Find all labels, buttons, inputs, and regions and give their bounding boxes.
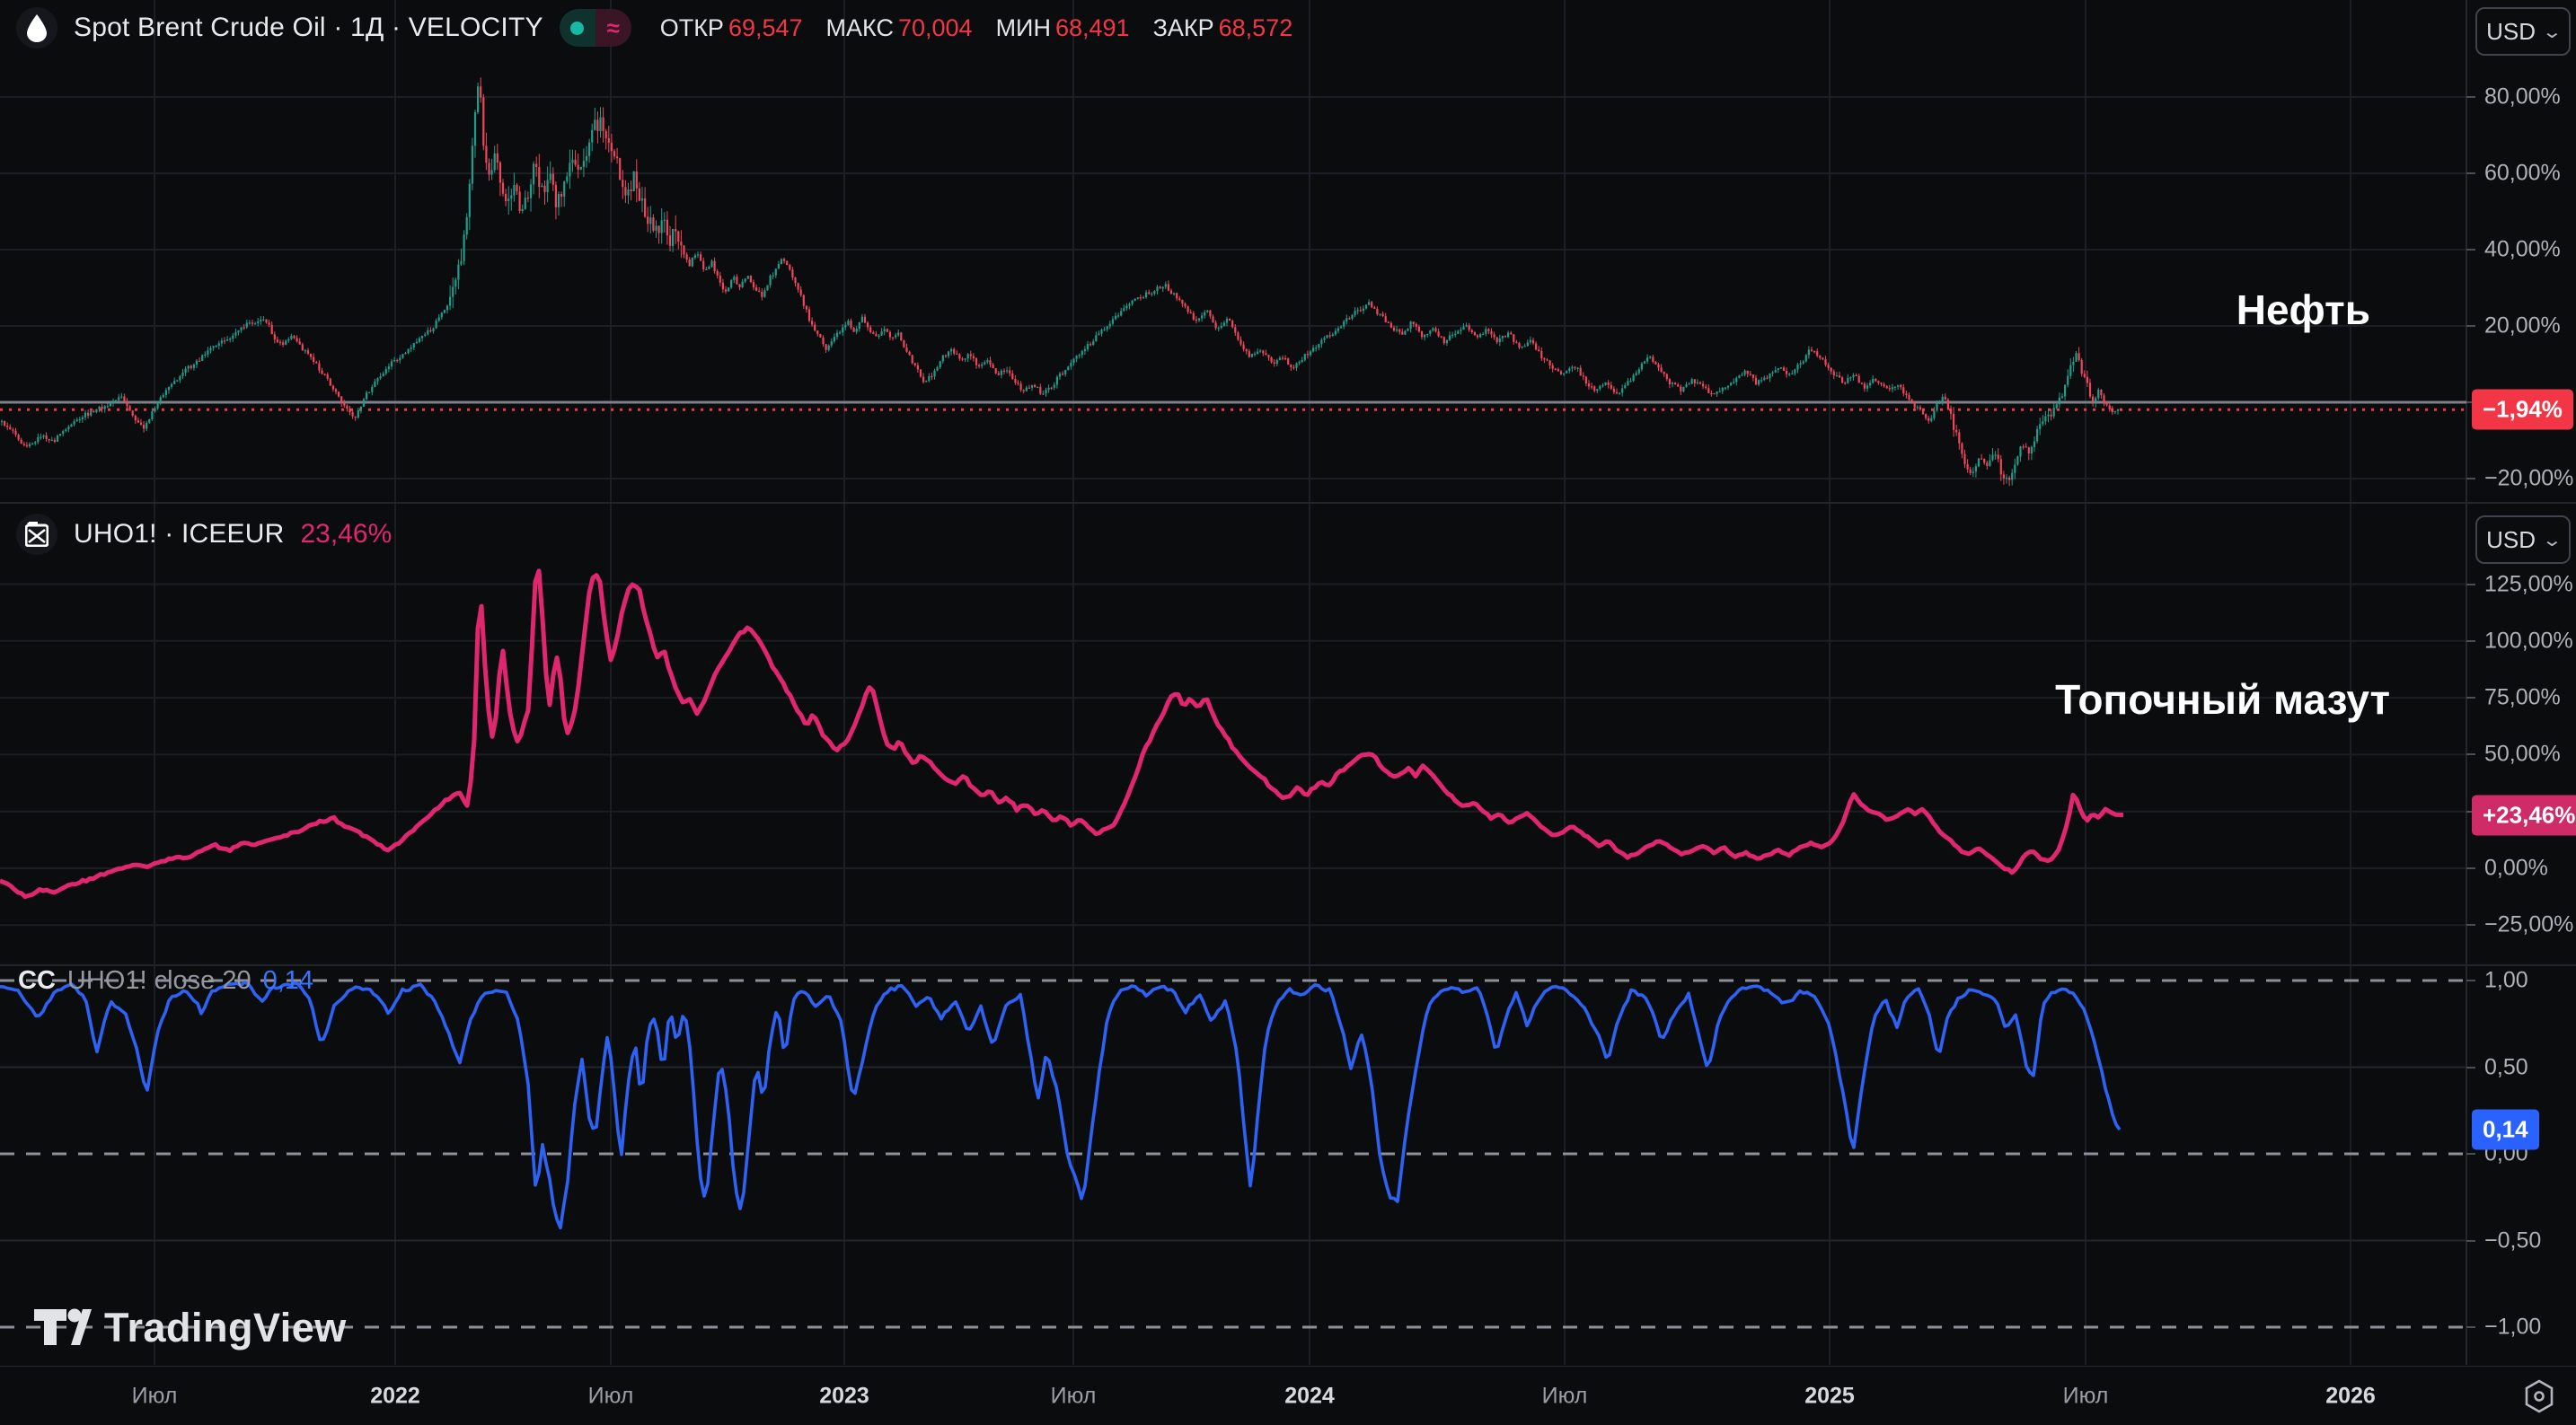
price-axis-tick — [2466, 172, 2475, 174]
time-axis-label[interactable]: 2023 — [819, 1383, 869, 1409]
high-label: МАКС — [825, 13, 894, 41]
price-axis-tick — [2466, 639, 2475, 642]
price-axis-label[interactable]: 125,00% — [2484, 571, 2573, 596]
price-axis-tick — [2466, 1066, 2475, 1069]
oil-currency-select[interactable]: USD ⌄ — [2475, 7, 2571, 56]
fuel-pane-title[interactable]: UHO1! · ICEEUR — [74, 519, 285, 549]
price-axis-tick — [2466, 1326, 2475, 1328]
last-value-badge: −1,94% — [2472, 389, 2573, 430]
chevron-down-icon: ⌄ — [2541, 22, 2563, 42]
fuel-currency-select[interactable]: USD ⌄ — [2475, 515, 2571, 564]
high-value: 70,004 — [897, 13, 973, 41]
price-axis-label[interactable]: −1,00 — [2484, 1314, 2542, 1340]
price-axis-tick — [2466, 924, 2475, 927]
cc-indicator-value: 0,14 — [262, 966, 314, 995]
close-value: 68,572 — [1218, 13, 1293, 41]
time-axis-label[interactable]: Июл — [2062, 1383, 2109, 1409]
tradingview-logo-text: TradingView — [104, 1305, 347, 1350]
time-axis-label[interactable]: Июл — [1541, 1383, 1588, 1409]
oil-droplet-icon — [16, 7, 57, 48]
price-axis-label[interactable]: −20,00% — [2484, 465, 2574, 491]
close-label: ЗАКР — [1152, 13, 1214, 41]
series-style-toggle[interactable]: ≈ — [559, 9, 631, 47]
oil-big-label: Нефть — [2236, 286, 2370, 333]
price-axis-label[interactable]: 60,00% — [2484, 160, 2561, 186]
fuel-change-value: 23,46% — [300, 519, 393, 549]
time-axis-label[interactable]: Июл — [131, 1383, 178, 1409]
fuel-currency-value: USD — [2486, 525, 2536, 553]
price-axis-tick — [2466, 810, 2475, 813]
time-axis-label[interactable]: 2022 — [370, 1383, 420, 1409]
price-axis-tick — [2466, 867, 2475, 869]
price-axis-tick — [2466, 401, 2475, 403]
time-axis-label[interactable]: 2025 — [1804, 1383, 1855, 1409]
price-axis-tick — [2466, 980, 2475, 981]
fuel-big-label: Топочный мазут — [2055, 676, 2390, 723]
tradingview-logo-icon — [34, 1308, 92, 1345]
time-axis-settings-icon[interactable] — [2520, 1377, 2558, 1415]
price-axis-label[interactable]: 0,50 — [2484, 1054, 2528, 1079]
cc-indicator-abbr[interactable]: CC — [18, 966, 56, 995]
time-axis-label[interactable]: 2024 — [1284, 1383, 1335, 1409]
ohlc-readout: ОТКР 69,547 МАКС 70,004 МИН 68,491 ЗАКР 68,5… — [660, 14, 1293, 42]
pink-compare-wave-marker[interactable]: ≈ — [595, 9, 631, 47]
price-axis-label[interactable]: 50,00% — [2484, 741, 2561, 767]
price-axis-label[interactable]: 1,00 — [2484, 967, 2528, 993]
price-axis-tick — [2466, 1239, 2475, 1242]
price-axis-tick — [2466, 583, 2475, 585]
fuel-pane-header: UHO1! · ICEEUR 23,46% — [16, 514, 392, 555]
price-axis-label[interactable]: 100,00% — [2484, 628, 2573, 654]
oil-currency-value: USD — [2486, 17, 2536, 45]
price-axis-label[interactable]: −0,50 — [2484, 1227, 2542, 1253]
price-axis-label[interactable]: 80,00% — [2484, 84, 2561, 110]
price-axis-label[interactable]: 40,00% — [2484, 236, 2561, 262]
price-axis-tick — [2466, 249, 2475, 251]
price-axis-tick — [2466, 478, 2475, 479]
price-axis-tick — [2466, 697, 2475, 699]
chevron-down-icon: ⌄ — [2541, 530, 2563, 550]
oil-pane-header: Spot Brent Crude Oil · 1Д · VELOCITY ≈ О… — [16, 7, 1292, 48]
time-axis-label[interactable]: Июл — [587, 1383, 634, 1409]
price-axis-tick — [2466, 325, 2475, 327]
open-label: ОТКР — [659, 13, 724, 41]
low-value: 68,491 — [1054, 13, 1130, 41]
last-value-badge: 0,14 — [2472, 1109, 2539, 1150]
teal-dot-candles-marker[interactable] — [559, 9, 595, 47]
time-axis[interactable]: Июл 2022 Июл 2023 Июл 2024 Июл 2025 Июл 2026 — [0, 1366, 2576, 1425]
time-axis-label[interactable]: Июл — [1050, 1383, 1097, 1409]
price-axis-tick — [2466, 1153, 2475, 1155]
last-value-badge: +23,46% — [2472, 795, 2576, 836]
cc-indicator-params: UHO1! close 20 — [66, 966, 251, 995]
price-axis-label[interactable]: 0,00% — [2484, 855, 2548, 881]
price-axis-label[interactable]: 75,00% — [2484, 684, 2561, 710]
oil-pane-title[interactable]: Spot Brent Crude Oil · 1Д · VELOCITY — [74, 13, 543, 42]
time-axis-label[interactable]: 2026 — [2325, 1383, 2376, 1409]
price-axis-label[interactable]: 20,00% — [2484, 312, 2561, 339]
fuel-canister-icon — [16, 514, 57, 555]
open-value: 69,547 — [728, 13, 803, 41]
tradingview-logo[interactable]: TradingView — [32, 1304, 347, 1352]
price-axis-tick — [2466, 753, 2475, 756]
price-axis-label[interactable]: −25,00% — [2484, 911, 2574, 937]
cc-pane-header: CC UHO1! close 20 0,14 — [18, 966, 313, 996]
low-label: МИН — [995, 13, 1051, 41]
price-axis-tick — [2466, 96, 2475, 98]
